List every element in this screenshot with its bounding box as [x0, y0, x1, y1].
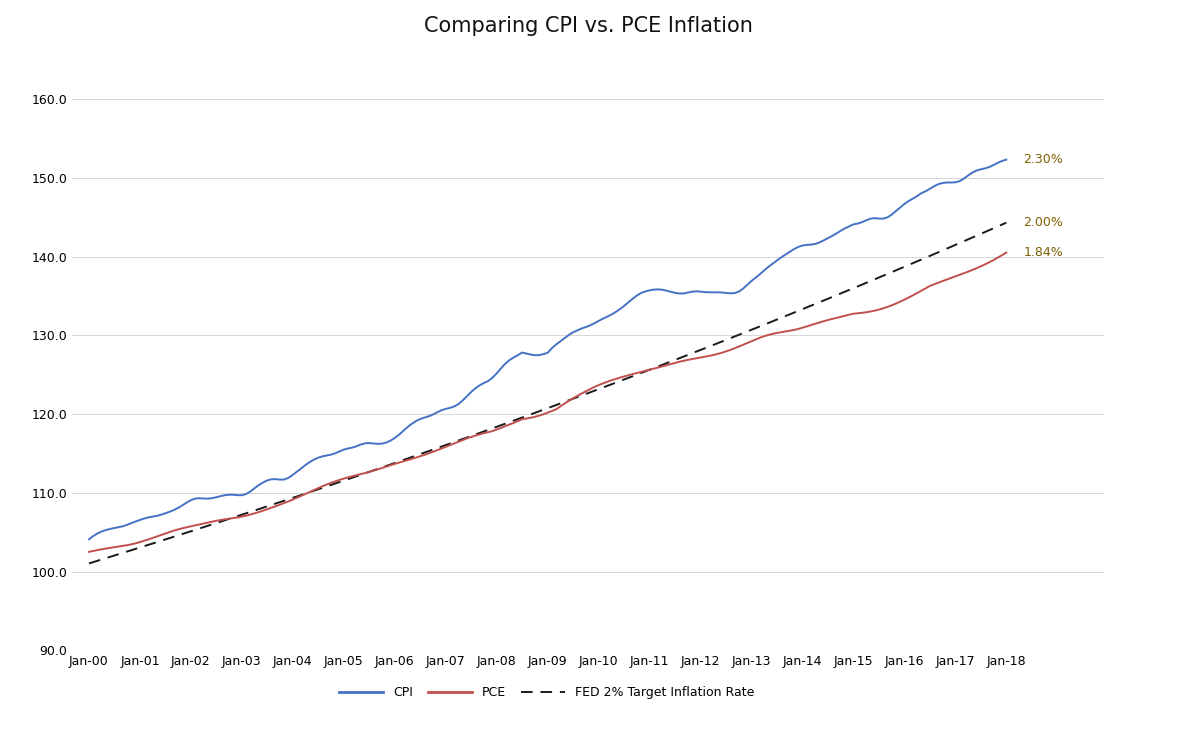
Title: Comparing CPI vs. PCE Inflation: Comparing CPI vs. PCE Inflation — [424, 16, 752, 36]
Legend: CPI, PCE, FED 2% Target Inflation Rate: CPI, PCE, FED 2% Target Inflation Rate — [335, 681, 760, 704]
Text: 2.00%: 2.00% — [1024, 216, 1063, 229]
Text: 2.30%: 2.30% — [1024, 153, 1063, 166]
Text: 1.84%: 1.84% — [1024, 246, 1063, 259]
